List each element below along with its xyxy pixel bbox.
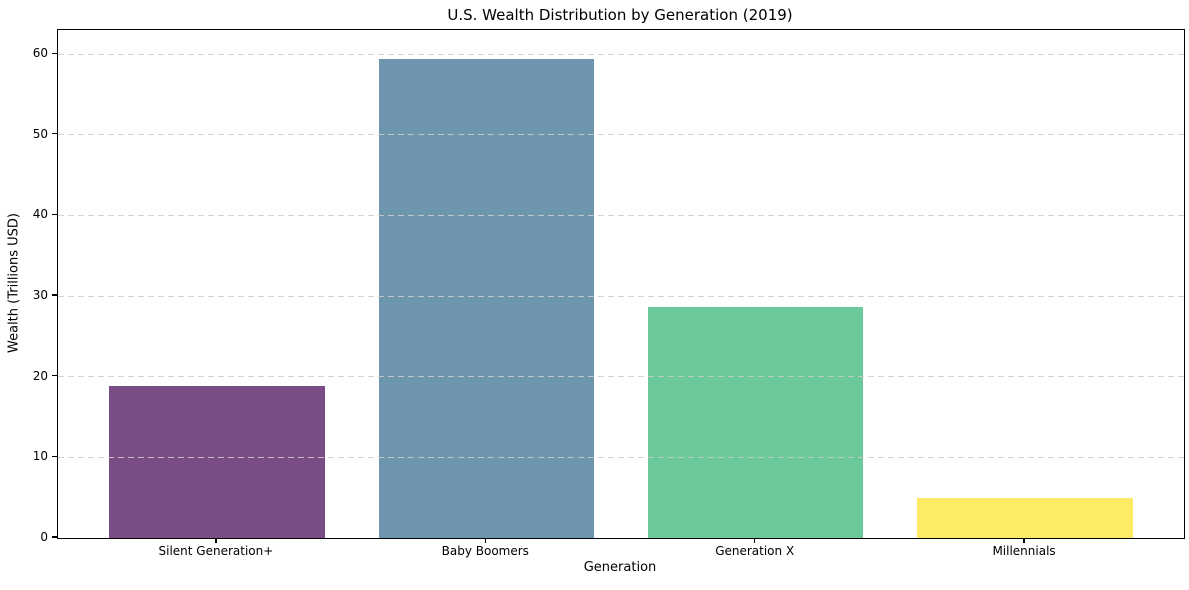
x-tick-label-generation-x: Generation X bbox=[715, 544, 795, 558]
y-tick-label-30: 30 bbox=[32, 288, 48, 303]
x-axis-label: Generation bbox=[583, 560, 657, 575]
y-tick-label-50: 50 bbox=[32, 126, 48, 141]
y-tick-label-40: 40 bbox=[32, 207, 48, 222]
bars-layer bbox=[58, 30, 1184, 538]
y-tick-mark-30 bbox=[52, 294, 57, 296]
bar-millennials bbox=[917, 497, 1133, 538]
bar-generation-x bbox=[647, 307, 864, 538]
y-tick-mark-10 bbox=[52, 455, 57, 457]
plot-area bbox=[57, 29, 1185, 539]
x-tick-mark-baby-boomers bbox=[484, 538, 486, 543]
x-tick-label-millennials: Millennials bbox=[992, 544, 1056, 558]
y-axis-label: Wealth (Trillions USD) bbox=[6, 213, 22, 353]
x-tick-mark-silent-generation bbox=[215, 538, 217, 543]
bar-baby-boomers bbox=[378, 59, 595, 538]
chart-title: U.S. Wealth Distribution by Generation (… bbox=[447, 6, 793, 24]
y-tick-label-10: 10 bbox=[32, 449, 48, 464]
x-tick-label-silent-generation: Silent Generation+ bbox=[158, 544, 274, 558]
y-tick-mark-20 bbox=[52, 375, 57, 377]
x-tick-label-baby-boomers: Baby Boomers bbox=[441, 544, 529, 558]
bar-silent-generation bbox=[109, 386, 325, 538]
x-tick-mark-millennials bbox=[1023, 538, 1025, 543]
y-tick-label-0: 0 bbox=[40, 530, 48, 544]
y-tick-mark-40 bbox=[52, 213, 57, 216]
y-tick-mark-50 bbox=[52, 133, 57, 135]
y-tick-mark-0 bbox=[52, 536, 57, 538]
y-tick-label-20: 20 bbox=[32, 368, 48, 383]
x-tick-mark-generation-x bbox=[754, 538, 756, 543]
y-tick-label-60: 60 bbox=[32, 46, 48, 61]
y-tick-mark-60 bbox=[52, 52, 57, 54]
